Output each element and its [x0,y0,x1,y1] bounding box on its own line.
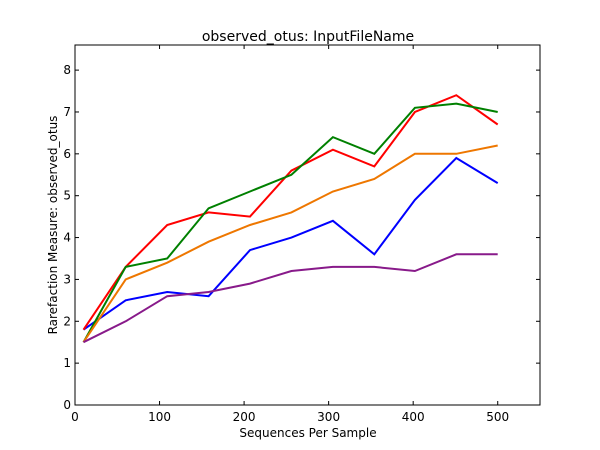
x-tick-label: 400 [402,410,425,424]
x-tick-label: 300 [317,410,340,424]
axis-ticks: 0 100 200 300 400 500 0 1 2 3 4 5 6 7 8 [63,45,540,424]
x-tick-label: 500 [486,410,509,424]
x-tick-label: 200 [233,410,256,424]
x-tick-label: 100 [148,410,171,424]
y-tick-label: 8 [63,63,71,77]
y-tick-label: 7 [63,105,71,119]
series-line-5 [83,253,498,344]
y-tick-label: 6 [63,147,71,161]
series-line-1 [82,156,499,331]
chart-title: observed_otus: InputFileName [202,29,414,45]
plot-area [74,44,541,406]
series-group [82,94,499,344]
y-tick-label: 1 [63,356,71,370]
y-tick-label: 4 [63,231,71,245]
x-tick-label: 0 [71,410,79,424]
series-line-3 [82,102,498,343]
y-tick-label: 5 [63,189,71,203]
y-axis-label: Rarefaction Measure: observed_otus [46,116,60,335]
y-tick-label: 2 [63,314,71,328]
x-axis-label: Sequences Per Sample [239,426,376,440]
y-tick-label: 3 [63,272,71,286]
series-line-4 [82,144,498,343]
y-tick-label: 0 [63,398,71,412]
